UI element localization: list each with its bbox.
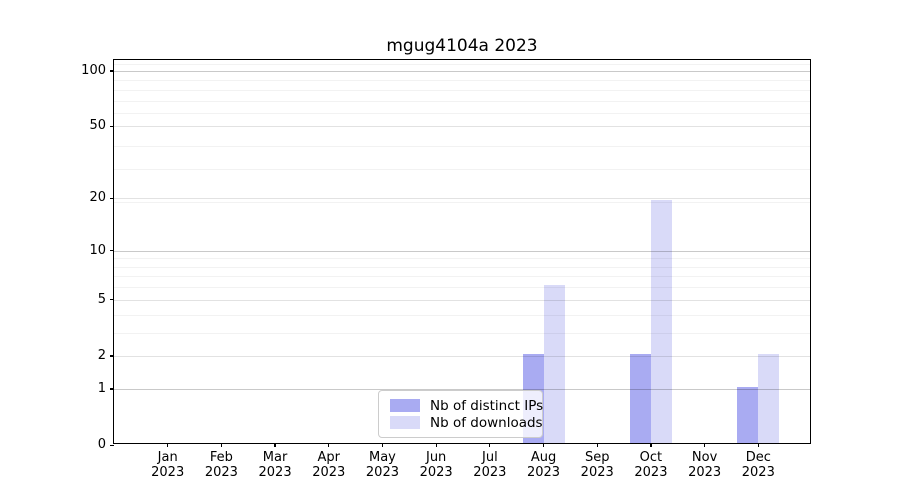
y-tick-mark bbox=[110, 197, 114, 199]
x-tick-year: 2023 bbox=[258, 465, 292, 480]
x-tick-month: Dec bbox=[745, 450, 771, 465]
x-tick-mark bbox=[542, 443, 545, 447]
bar bbox=[650, 200, 672, 443]
x-tick-label: Mar 2023 bbox=[244, 450, 306, 480]
y-tick-label: 20 bbox=[89, 190, 106, 206]
gridline-minor bbox=[114, 258, 810, 260]
x-tick-mark bbox=[596, 443, 598, 447]
x-tick-mark bbox=[435, 443, 437, 447]
x-tick-label: Nov 2023 bbox=[674, 450, 736, 480]
x-tick-month: Sep bbox=[584, 450, 610, 465]
x-tick-mark bbox=[650, 443, 652, 447]
x-tick-mark bbox=[489, 443, 491, 447]
y-tick-mark bbox=[110, 125, 114, 128]
x-tick-label: Jun 2023 bbox=[405, 450, 467, 480]
x-tick-year: 2023 bbox=[473, 465, 507, 480]
y-tick-label: 5 bbox=[97, 291, 106, 307]
gridline-major bbox=[114, 70, 810, 72]
legend-label: Nb of distinct IPs bbox=[430, 397, 544, 414]
gridline-major bbox=[114, 355, 810, 357]
y-tick-mark bbox=[110, 355, 114, 357]
x-tick-month: Aug bbox=[530, 450, 557, 465]
y-tick-label: 10 bbox=[89, 242, 106, 258]
x-tick-year: 2023 bbox=[312, 465, 346, 480]
gridline-minor bbox=[114, 64, 810, 66]
legend-item: Nb of downloads bbox=[379, 414, 543, 431]
x-tick-mark bbox=[381, 443, 384, 447]
bar bbox=[629, 353, 651, 443]
x-tick-month: Apr bbox=[317, 450, 341, 465]
gridline-minor bbox=[114, 169, 810, 171]
y-tick-mark bbox=[110, 388, 114, 390]
x-tick-mark bbox=[328, 443, 330, 447]
x-tick-year: 2023 bbox=[580, 465, 614, 480]
gridline-major bbox=[114, 126, 810, 128]
x-tick-month: Jun bbox=[425, 450, 447, 465]
gridline-minor bbox=[114, 314, 810, 316]
y-tick-label: 1 bbox=[97, 380, 106, 396]
x-tick-year: 2023 bbox=[741, 465, 775, 480]
y-tick-label: 0 bbox=[97, 437, 106, 452]
y-tick-mark bbox=[110, 70, 114, 72]
y-tick-mark bbox=[110, 250, 114, 252]
x-tick-year: 2023 bbox=[688, 465, 722, 480]
x-tick-year: 2023 bbox=[204, 465, 238, 480]
x-tick-label: Apr 2023 bbox=[298, 450, 360, 480]
y-tick-mark bbox=[110, 299, 114, 301]
bar bbox=[543, 285, 565, 443]
x-tick-label: Sep 2023 bbox=[566, 450, 628, 480]
x-tick-month: Jul bbox=[482, 450, 498, 465]
gridline-minor bbox=[114, 202, 810, 204]
legend-label: Nb of downloads bbox=[430, 414, 543, 431]
gridline-minor bbox=[114, 276, 810, 278]
y-tick-label: 2 bbox=[97, 347, 106, 363]
gridline-major bbox=[114, 250, 810, 252]
gridline-minor bbox=[114, 287, 810, 289]
gridline-minor bbox=[114, 80, 810, 82]
gridline-minor bbox=[114, 113, 810, 115]
x-tick-year: 2023 bbox=[151, 465, 185, 480]
x-tick-label: Jul 2023 bbox=[459, 450, 521, 480]
y-tick-label: 100 bbox=[81, 62, 106, 78]
bar bbox=[758, 353, 780, 443]
y-tick-mark bbox=[110, 444, 114, 446]
x-tick-label: Dec 2023 bbox=[727, 450, 789, 480]
x-tick-label: Feb 2023 bbox=[190, 450, 252, 480]
chart-title: mgug4104a 2023 bbox=[386, 36, 538, 56]
x-tick-month: Mar bbox=[262, 450, 288, 465]
bar bbox=[737, 386, 759, 443]
x-tick-month: May bbox=[369, 450, 396, 465]
x-tick-year: 2023 bbox=[419, 465, 453, 480]
x-tick-month: Jan bbox=[157, 450, 178, 465]
gridline-minor bbox=[114, 332, 810, 334]
x-tick-year: 2023 bbox=[634, 465, 668, 480]
y-tick-label: 50 bbox=[89, 118, 106, 134]
legend-swatch bbox=[390, 399, 420, 412]
x-tick-month: Nov bbox=[691, 450, 718, 465]
gridline-major bbox=[114, 198, 810, 200]
x-tick-mark bbox=[167, 443, 169, 447]
gridline-minor bbox=[114, 266, 810, 268]
x-tick-mark bbox=[704, 443, 706, 447]
gridline-minor bbox=[114, 146, 810, 148]
legend: Nb of distinct IPs Nb of downloads bbox=[378, 390, 543, 438]
x-tick-mark bbox=[274, 443, 276, 447]
x-tick-month: Feb bbox=[209, 450, 233, 465]
x-tick-mark bbox=[220, 443, 222, 447]
x-tick-label: Aug 2023 bbox=[513, 450, 575, 480]
x-tick-year: 2023 bbox=[365, 465, 399, 480]
x-tick-label: Jan 2023 bbox=[137, 450, 199, 480]
legend-swatch bbox=[390, 416, 420, 429]
gridline-minor bbox=[114, 89, 810, 91]
legend-item: Nb of distinct IPs bbox=[379, 397, 544, 414]
gridline-major bbox=[114, 299, 810, 301]
gridline-minor bbox=[114, 100, 810, 102]
x-tick-month: Oct bbox=[639, 450, 663, 465]
x-tick-label: May 2023 bbox=[351, 450, 413, 480]
x-tick-label: Oct 2023 bbox=[620, 450, 682, 480]
x-tick-mark bbox=[757, 443, 759, 447]
plot-area: 0 1 2 5 10 20 50 100 Jan 2023 Feb 2023 Mar 2023 Apr 202… bbox=[81, 59, 811, 480]
x-tick-year: 2023 bbox=[526, 465, 561, 480]
